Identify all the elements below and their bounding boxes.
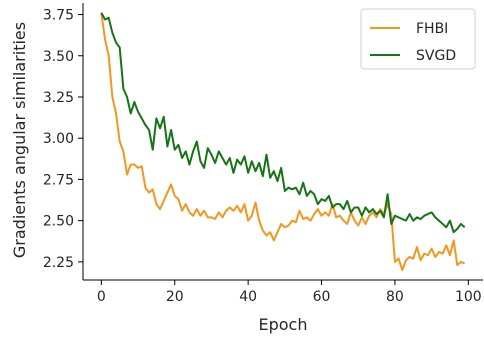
y-tick-label-2.25: 2.25 — [43, 255, 74, 271]
x-tick-label-60: 60 — [313, 289, 331, 305]
x-tick-label-100: 100 — [455, 289, 482, 305]
y-tick-label-2.75: 2.75 — [43, 172, 74, 188]
axes-layer: 0 20 40 60 80 100 2.25 2.50 2.75 3.00 3.25 3.50 3.75 — [43, 3, 483, 305]
y-tick-label-3.25: 3.25 — [43, 90, 74, 106]
y-axis-label: Gradients angular similarities — [10, 22, 29, 258]
series-layer — [100, 12, 466, 272]
series-line-svgd — [100, 12, 466, 234]
series-line-fhbi — [100, 12, 466, 272]
x-tick-label-40: 40 — [239, 289, 257, 305]
y-tick-label-3.75: 3.75 — [43, 8, 74, 24]
x-tick-label-80: 80 — [386, 289, 404, 305]
y-tick-label-3.00: 3.00 — [43, 131, 74, 147]
y-tick-label-3.50: 3.50 — [43, 49, 74, 65]
legend-label-svgd: SVGD — [416, 48, 456, 64]
legend-label-fhbi: FHBI — [416, 21, 448, 37]
y-tick-label-2.50: 2.50 — [43, 214, 74, 230]
x-tick-label-0: 0 — [97, 289, 106, 305]
legend: FHBI SVGD — [360, 8, 476, 70]
x-axis-label: Epoch — [259, 315, 308, 334]
x-tick-label-20: 20 — [166, 289, 184, 305]
